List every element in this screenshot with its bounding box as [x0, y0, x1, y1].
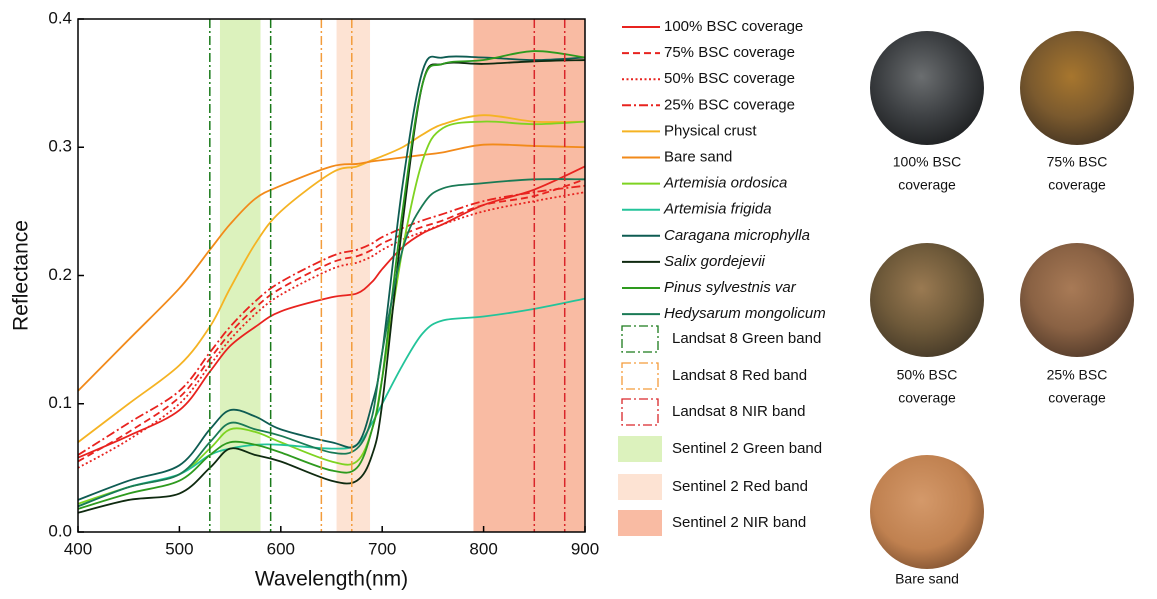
legend-swatch — [618, 474, 662, 500]
photo-bare-sand — [870, 455, 984, 569]
legend-label: 100% BSC coverage — [664, 18, 803, 35]
x-tick-label: 500 — [165, 539, 193, 558]
legend-label: Landsat 8 Red band — [672, 367, 807, 384]
x-tick-label: 400 — [64, 539, 92, 558]
x-axis-label: Wavelength(nm) — [255, 568, 408, 591]
legend-label: Hedysarum mongolicum — [664, 305, 826, 322]
legend-label: Landsat 8 NIR band — [672, 403, 805, 420]
legend-label: Sentinel 2 NIR band — [672, 514, 806, 531]
plot: 400 500 600 700 800 900 0.0 0.1 0.2 0.3 0.4 Wavelen… — [10, 8, 600, 590]
x-tick-label: 900 — [571, 539, 599, 558]
y-tick-label: 0.3 — [48, 137, 72, 156]
y-tick-label: 0.2 — [48, 265, 72, 284]
series-line — [77, 184, 586, 456]
y-tick-label: 0.4 — [48, 8, 72, 27]
x-tick-label: 700 — [368, 539, 396, 558]
photo-caption: coverage — [898, 390, 956, 406]
legend-label: Artemisia ordosica — [663, 175, 787, 192]
legend-label: 25% BSC coverage — [664, 96, 795, 113]
legend: 100% BSC coverage 75% BSC coverage 50% BSC… — [618, 18, 826, 536]
series-line — [77, 50, 586, 510]
legend-label: Sentinel 2 Red band — [672, 478, 808, 495]
photo-100-bsc — [870, 31, 984, 145]
legend-swatch — [618, 510, 662, 536]
legend-label: Salix gordejevii — [664, 253, 766, 270]
series-line — [77, 178, 586, 508]
photos: 100% BSC coverage 75% BSC coverage 50% BSC co… — [870, 31, 1134, 587]
photo-caption: coverage — [1048, 177, 1106, 193]
legend-label: Physical crust — [664, 122, 757, 139]
legend-swatch — [621, 398, 659, 426]
photo-50-bsc — [870, 243, 984, 357]
photo-caption: 75% BSC — [1047, 154, 1108, 170]
series-line — [77, 143, 586, 392]
legend-swatch — [621, 325, 659, 353]
photo-caption: coverage — [898, 177, 956, 193]
legend-swatch — [621, 362, 659, 390]
photo-75-bsc — [1020, 31, 1134, 145]
x-tick-label: 600 — [267, 539, 295, 558]
series-line — [77, 178, 586, 463]
photo-25-bsc — [1020, 243, 1134, 357]
series-line — [77, 114, 586, 443]
photo-caption: 25% BSC — [1047, 367, 1108, 383]
series-line — [77, 165, 586, 459]
y-tick-label: 0.1 — [48, 393, 72, 412]
x-tick-label: 800 — [469, 539, 497, 558]
legend-label: Caragana microphylla — [664, 227, 810, 244]
photo-caption: Bare sand — [895, 571, 959, 587]
photo-caption: 100% BSC — [893, 154, 961, 170]
legend-label: Sentinel 2 Green band — [672, 440, 822, 457]
legend-label: Bare sand — [664, 148, 732, 165]
y-axis-label: Reflectance — [10, 220, 33, 331]
sentinel-band — [473, 19, 585, 532]
series-line — [77, 120, 586, 505]
legend-label: 50% BSC coverage — [664, 70, 795, 87]
legend-label: 75% BSC coverage — [664, 44, 795, 61]
y-tick-label: 0.0 — [48, 521, 72, 540]
photo-caption: coverage — [1048, 390, 1106, 406]
legend-label: Landsat 8 Green band — [672, 330, 821, 347]
series-line — [77, 55, 586, 501]
photo-caption: 50% BSC — [897, 367, 958, 383]
legend-swatch — [618, 436, 662, 462]
legend-label: Pinus sylvestnis var — [664, 279, 797, 296]
legend-label: Artemisia frigida — [663, 201, 772, 218]
